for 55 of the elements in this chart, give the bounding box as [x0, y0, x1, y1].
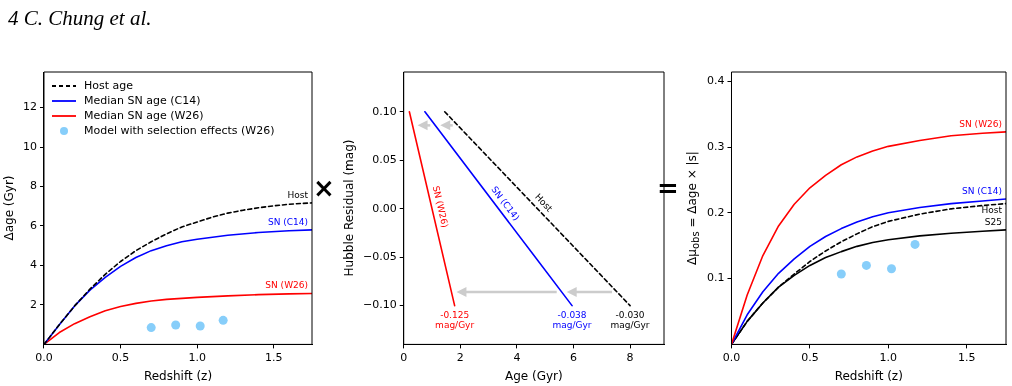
annotation: Host [287, 189, 309, 200]
legend-label: Model with selection effects (W26) [83, 123, 275, 138]
y-tick-label: −0.10 [362, 298, 397, 312]
x-tick-label: 1.5 [958, 350, 976, 364]
y-tick-label: 2 [30, 297, 37, 311]
text: SN (W26) [430, 184, 451, 229]
y-tick-label: −0.05 [362, 250, 397, 264]
y-tick-label: 10 [23, 139, 37, 153]
x-tick-label: 0.0 [35, 350, 53, 364]
x-axis-title: Redshift (z) [143, 368, 213, 383]
series-label: Host [981, 205, 1003, 216]
annotation: = [657, 173, 679, 204]
point [910, 239, 920, 249]
x-tick-label: 4 [513, 350, 521, 364]
x-tick-label: 8 [626, 350, 634, 364]
annotation: -0.038 mag/Gyr [552, 310, 592, 331]
y-axis-title: Hubble Residual (mag) [342, 139, 356, 277]
x-tick-label: 0.5 [801, 350, 819, 364]
y-axis-title: Δage (Gyr) [2, 175, 16, 241]
annotation: -0.030 mag/Gyr [610, 310, 650, 331]
point [886, 264, 896, 274]
y-tick-label: 12 [23, 100, 37, 114]
y-tick-label: 0.10 [372, 104, 397, 118]
point [836, 269, 846, 279]
x-tick-label: 0.0 [722, 350, 741, 364]
annotation: SN (W26) [265, 280, 308, 291]
x-tick-label: 2 [456, 350, 464, 364]
y-tick-label: 0.00 [372, 201, 397, 215]
y-tick-label: 0.4 [706, 74, 725, 88]
series-label: SN (W26) [959, 118, 1002, 129]
annotation: -0.125 mag/Gyr [435, 310, 475, 331]
y-tick-label: 0.1 [706, 271, 725, 285]
y-tick-label: 0.2 [706, 205, 725, 219]
series-label: S25 [984, 216, 1002, 227]
x-axis-title: Age (Gyr) [504, 368, 563, 383]
legend-label: Host age [83, 78, 134, 93]
y-tick-label: 8 [30, 179, 37, 193]
y-tick-label: 6 [30, 218, 37, 232]
legend-label: Median SN age (W26) [83, 108, 204, 123]
x-axis-title: Redshift (z) [834, 368, 903, 383]
series-label: SN (C14) [961, 185, 1002, 196]
point [861, 260, 871, 270]
y-tick-label: 4 [30, 258, 37, 272]
x-tick-label: 6 [569, 350, 577, 364]
y-tick-label: 0.3 [706, 139, 725, 153]
legend-label: Median SN age (C14) [83, 93, 201, 108]
y-tick-label: 0.05 [372, 153, 397, 167]
x-tick-label: 1.0 [879, 350, 898, 364]
x-tick-label: 0 [400, 350, 408, 364]
text: 4 C. Chung et al. [8, 6, 152, 31]
x-tick-label: 1.5 [264, 350, 283, 364]
x-tick-label: 0.5 [111, 350, 130, 364]
x-tick-label: 1.0 [188, 350, 206, 364]
annotation: SN (C14) [267, 216, 308, 227]
text: × [313, 173, 335, 204]
